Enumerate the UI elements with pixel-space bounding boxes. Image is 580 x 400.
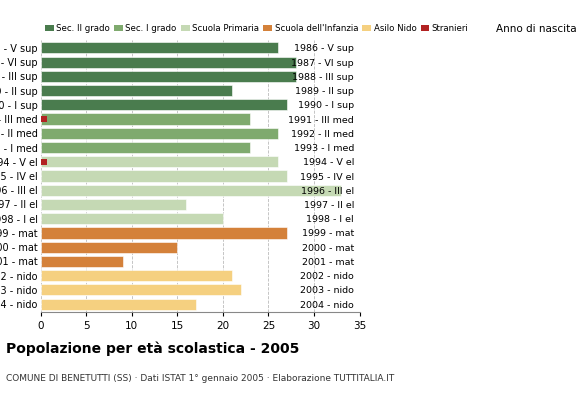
Text: Anno di nascita: Anno di nascita bbox=[496, 24, 577, 34]
Bar bbox=[41, 71, 296, 82]
Text: COMUNE DI BENETUTTI (SS) · Dati ISTAT 1° gennaio 2005 · Elaborazione TUTTITALIA.: COMUNE DI BENETUTTI (SS) · Dati ISTAT 1°… bbox=[6, 374, 394, 383]
Bar bbox=[41, 156, 278, 167]
Bar bbox=[41, 199, 186, 210]
Bar bbox=[41, 270, 232, 281]
Bar bbox=[41, 56, 296, 68]
Bar bbox=[41, 42, 278, 53]
Bar bbox=[41, 114, 250, 124]
Bar bbox=[41, 185, 342, 196]
Bar bbox=[41, 85, 232, 96]
Bar bbox=[41, 213, 223, 224]
Bar bbox=[41, 170, 287, 182]
Bar bbox=[41, 116, 46, 122]
Bar bbox=[41, 256, 122, 267]
Bar bbox=[41, 128, 278, 139]
Bar bbox=[41, 99, 287, 110]
Bar bbox=[41, 159, 46, 164]
Bar bbox=[41, 228, 287, 238]
Bar bbox=[41, 284, 241, 296]
Legend: Sec. II grado, Sec. I grado, Scuola Primaria, Scuola dell'Infanzia, Asilo Nido, : Sec. II grado, Sec. I grado, Scuola Prim… bbox=[45, 24, 469, 33]
Text: Popolazione per età scolastica - 2005: Popolazione per età scolastica - 2005 bbox=[6, 342, 299, 356]
Bar bbox=[41, 242, 177, 253]
Bar bbox=[41, 142, 250, 153]
Bar bbox=[41, 299, 195, 310]
